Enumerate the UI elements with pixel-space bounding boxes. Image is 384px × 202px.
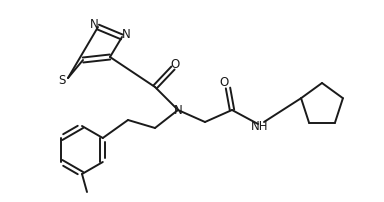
Text: N: N	[122, 28, 131, 41]
Text: NH: NH	[251, 120, 269, 133]
Text: S: S	[58, 74, 66, 86]
Text: O: O	[170, 58, 180, 70]
Text: O: O	[219, 77, 228, 89]
Text: N: N	[89, 19, 98, 32]
Text: N: N	[174, 103, 182, 117]
